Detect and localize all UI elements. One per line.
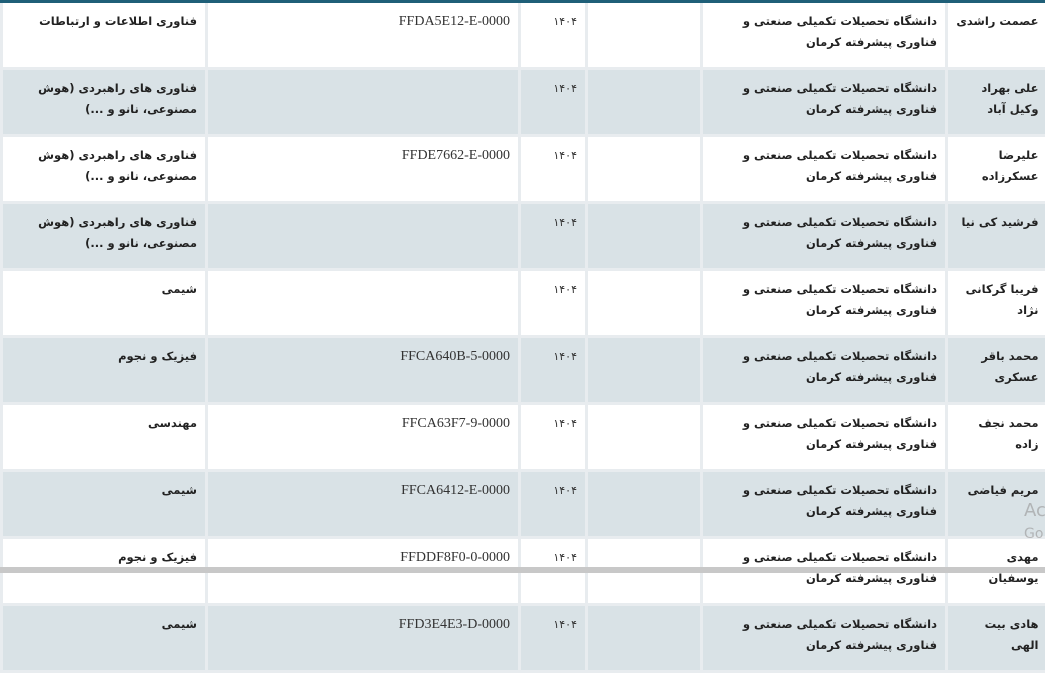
cell-university: دانشگاه تحصیلات تکمیلی صنعتی و فناوری پی… [702,69,947,136]
cell-field: فیزیک و نجوم [2,337,207,404]
cell-code: FFDE7662-E-0000 [207,136,520,203]
cell-field: فناوری های راهبردی (هوش مصنوعی، نانو و .… [2,136,207,203]
cell-empty [587,69,702,136]
cell-code: FFCA6412-E-0000 [207,471,520,538]
cell-university: دانشگاه تحصیلات تکمیلی صنعتی و فناوری پی… [702,404,947,471]
cell-name: فریبا گرکانی نژاد [947,270,1045,337]
cell-university: دانشگاه تحصیلات تکمیلی صنعتی و فناوری پی… [702,270,947,337]
cell-year: ۱۴۰۴ [520,136,587,203]
cell-name: علی بهراد وکیل آباد [947,69,1045,136]
cell-name: محمد باقر عسکری [947,337,1045,404]
cell-university: دانشگاه تحصیلات تکمیلی صنعتی و فناوری پی… [702,337,947,404]
cell-name: محمد نجف زاده [947,404,1045,471]
cell-university: دانشگاه تحصیلات تکمیلی صنعتی و فناوری پی… [702,203,947,270]
cell-field: فناوری های راهبردی (هوش مصنوعی، نانو و .… [2,69,207,136]
cell-empty [587,471,702,538]
cell-field: فناوری اطلاعات و ارتباطات [2,3,207,69]
cell-code: FFD3E4E3-D-0000 [207,605,520,672]
cell-code [207,203,520,270]
cell-year: ۱۴۰۴ [520,471,587,538]
cell-name: فرشید کی نیا [947,203,1045,270]
cell-empty [587,337,702,404]
cell-field: مهندسی [2,404,207,471]
cell-year: ۱۴۰۴ [520,203,587,270]
cell-year: ۱۴۰۴ [520,270,587,337]
cell-code [207,69,520,136]
cell-year: ۱۴۰۴ [520,605,587,672]
cell-field: شیمی [2,605,207,672]
cell-name: علیرضا عسکرزاده [947,136,1045,203]
cell-university: دانشگاه تحصیلات تکمیلی صنعتی و فناوری پی… [702,3,947,69]
cell-year: ۱۴۰۴ [520,337,587,404]
cell-field: شیمی [2,471,207,538]
cell-year: ۱۴۰۴ [520,3,587,69]
cell-field: شیمی [2,270,207,337]
cell-university: دانشگاه تحصیلات تکمیلی صنعتی و فناوری پی… [702,605,947,672]
activation-watermark-line1: Ac [1024,500,1045,521]
cell-empty [587,203,702,270]
cell-code: FFDA5E12-E-0000 [207,3,520,69]
cell-name: عصمت راشدی [947,3,1045,69]
cell-empty [587,270,702,337]
cell-empty [587,404,702,471]
cell-year: ۱۴۰۴ [520,69,587,136]
cell-university: دانشگاه تحصیلات تکمیلی صنعتی و فناوری پی… [702,136,947,203]
cell-field: فناوری های راهبردی (هوش مصنوعی، نانو و .… [2,203,207,270]
cell-empty [587,605,702,672]
cell-code: FFCA640B-5-0000 [207,337,520,404]
cell-empty [587,3,702,69]
cell-university: دانشگاه تحصیلات تکمیلی صنعتی و فناوری پی… [702,471,947,538]
activation-watermark-line2: Go [1024,526,1045,542]
cell-code: FFCA63F7-9-0000 [207,404,520,471]
cell-year: ۱۴۰۴ [520,404,587,471]
cell-code [207,270,520,337]
horizontal-scrollbar[interactable] [0,567,1045,573]
cell-empty [587,136,702,203]
cell-name: هادی بیت الهی [947,605,1045,672]
